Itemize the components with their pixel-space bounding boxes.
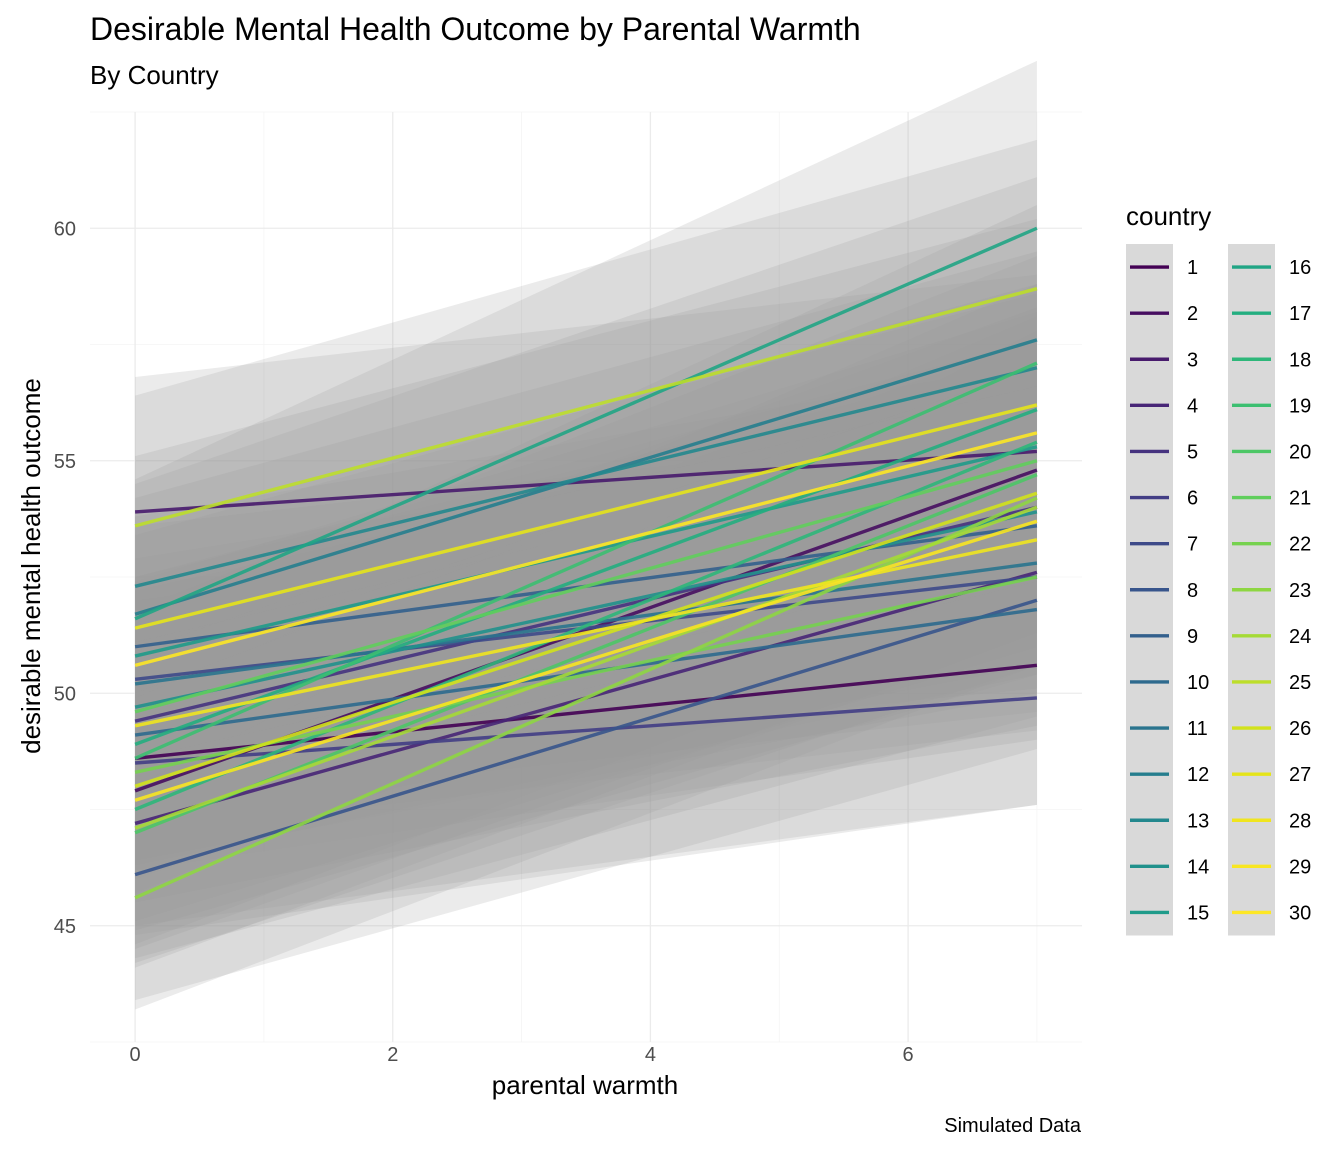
- series-line-country-1: [134, 663, 1038, 761]
- series-line-country-29: [134, 519, 1038, 802]
- legend-label-country-17: 17: [1289, 303, 1311, 325]
- legend-label-country-8: 8: [1187, 580, 1198, 602]
- confidence-band-country-27: [135, 251, 1037, 759]
- legend-label-country-15: 15: [1187, 902, 1209, 924]
- legend-label-country-4: 4: [1187, 395, 1198, 417]
- legend-label-country-24: 24: [1289, 626, 1311, 648]
- series-line-country-13: [134, 366, 1038, 588]
- legend-label-country-28: 28: [1289, 810, 1311, 832]
- legend-label-country-12: 12: [1187, 764, 1209, 786]
- regression-lines: [134, 226, 1038, 900]
- legend-label-country-13: 13: [1187, 810, 1209, 832]
- x-tick-label: 2: [387, 1044, 398, 1066]
- confidence-band-country-22: [135, 428, 1037, 903]
- series-line-country-23: [134, 496, 1038, 900]
- x-tick-label: 0: [130, 1044, 141, 1066]
- x-tick-label: 4: [645, 1044, 656, 1066]
- series-line-country-25: [134, 287, 1038, 528]
- y-tick-label: 45: [54, 916, 76, 938]
- confidence-band-country-16: [135, 60, 1037, 759]
- series-line-country-3: [134, 449, 1038, 514]
- x-tick-label: 6: [903, 1044, 914, 1066]
- legend-label-country-14: 14: [1187, 856, 1209, 878]
- y-axis-title: desirable mental health outcome: [16, 378, 46, 754]
- legend: country 12345678910111213141516171819202…: [1126, 201, 1311, 936]
- confidence-band-country-15: [135, 293, 1037, 787]
- confidence-band-country-24: [135, 349, 1037, 963]
- legend-label-country-30: 30: [1289, 902, 1311, 924]
- y-tick-label: 55: [54, 451, 76, 473]
- series-line-country-11: [134, 561, 1038, 686]
- legend-label-country-10: 10: [1187, 672, 1209, 694]
- legend-label-country-9: 9: [1187, 626, 1198, 648]
- legend-label-country-20: 20: [1289, 441, 1311, 463]
- series-line-country-8: [134, 598, 1038, 877]
- chart-title: Desirable Mental Health Outcome by Paren…: [90, 11, 861, 47]
- legend-label-country-21: 21: [1289, 488, 1311, 510]
- legend-title: country: [1126, 201, 1211, 231]
- y-tick-label: 60: [54, 218, 76, 240]
- confidence-band-country-6: [135, 590, 1037, 926]
- x-axis-title: parental warmth: [492, 1070, 678, 1100]
- series-line-country-27: [134, 403, 1038, 630]
- series-line-country-10: [134, 607, 1038, 737]
- series-line-country-24: [134, 505, 1038, 830]
- legend-label-country-26: 26: [1289, 718, 1311, 740]
- axis-ticks: 0 2 4 6 45 50 55 60: [54, 218, 914, 1066]
- legend-label-country-16: 16: [1289, 257, 1311, 279]
- legend-label-country-22: 22: [1289, 534, 1311, 556]
- series-line-country-28: [134, 538, 1038, 728]
- legend-label-country-11: 11: [1187, 718, 1208, 740]
- legend-label-country-25: 25: [1289, 672, 1311, 694]
- legend-label-country-19: 19: [1289, 395, 1311, 417]
- series-line-country-17: [134, 408, 1038, 746]
- confidence-band-country-13: [135, 218, 1037, 717]
- series-line-country-30: [134, 431, 1038, 667]
- legend-label-country-3: 3: [1187, 349, 1198, 371]
- chart-subtitle: By Country: [90, 60, 219, 90]
- legend-label-country-18: 18: [1289, 349, 1311, 371]
- legend-label-country-2: 2: [1187, 303, 1198, 325]
- chart-caption: Simulated Data: [944, 1115, 1082, 1137]
- legend-label-country-6: 6: [1187, 488, 1198, 510]
- series-line-country-14: [134, 510, 1038, 709]
- series-line-country-26: [134, 491, 1038, 788]
- legend-label-country-23: 23: [1289, 580, 1311, 602]
- confidence-band-country-25: [135, 139, 1037, 657]
- series-line-country-19: [134, 361, 1038, 760]
- legend-label-country-27: 27: [1289, 764, 1311, 786]
- confidence-band-country-3: [135, 274, 1037, 647]
- legend-label-country-29: 29: [1289, 856, 1311, 878]
- legend-label-country-1: 1: [1187, 257, 1198, 279]
- series-line-country-22: [134, 575, 1038, 774]
- confidence-band-country-29: [135, 367, 1037, 931]
- legend-label-country-7: 7: [1187, 534, 1198, 556]
- series-line-country-21: [134, 459, 1038, 714]
- grid: [90, 111, 1082, 1043]
- y-tick-label: 50: [54, 683, 76, 705]
- confidence-bands: [135, 60, 1037, 1010]
- series-line-country-16: [134, 226, 1038, 621]
- series-line-country-15: [134, 445, 1038, 658]
- legend-label-country-5: 5: [1187, 441, 1198, 463]
